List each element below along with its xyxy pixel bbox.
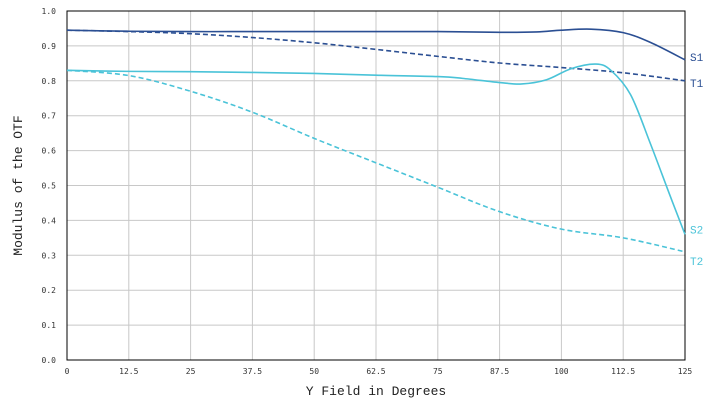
series-line-s2	[66, 63, 686, 235]
series-group	[66, 28, 686, 253]
series-line-t2	[66, 69, 686, 253]
series-label-t1: T1	[690, 79, 704, 91]
series-line-s1	[66, 28, 686, 61]
series-line-t1	[66, 29, 686, 82]
y-tick-label: 1.0	[42, 7, 57, 16]
x-tick-label: 62.5	[366, 367, 385, 376]
x-tick-label: 0	[65, 367, 70, 376]
y-tick-label: 0.0	[42, 356, 57, 365]
y-tick-label: 0.8	[42, 77, 57, 86]
x-tick-label: 112.5	[611, 367, 635, 376]
series-label-s1: S1	[690, 53, 704, 65]
y-tick-label: 0.9	[42, 42, 57, 51]
y-tick-label: 0.5	[42, 182, 57, 191]
y-tick-label: 0.7	[42, 112, 57, 121]
y-tick-label: 0.6	[42, 147, 57, 156]
x-tick-label: 25	[186, 367, 196, 376]
y-tick-label: 0.3	[42, 251, 57, 260]
plot-frame	[66, 10, 686, 361]
x-tick-label: 75	[433, 367, 443, 376]
x-tick-label: 12.5	[119, 367, 138, 376]
axis-ticks: 0 12.5 25 37.5 50 62.5 75 87.5 100 112.5 125 0.0 0.1…	[42, 7, 693, 376]
y-tick-label: 0.1	[42, 321, 57, 330]
y-tick-label: 0.4	[42, 216, 57, 225]
series-label-t2: T2	[690, 257, 703, 269]
x-tick-label: 37.5	[243, 367, 262, 376]
series-labels: S1 T1 S2 T2	[690, 53, 704, 269]
x-tick-label: 100	[554, 367, 569, 376]
x-tick-label: 50	[309, 367, 319, 376]
y-tick-label: 0.2	[42, 286, 57, 295]
series-label-s2: S2	[690, 225, 703, 237]
x-tick-label: 125	[678, 367, 693, 376]
x-tick-label: 87.5	[490, 367, 509, 376]
y-axis-title: Modulus of the OTF	[11, 115, 26, 255]
x-axis-title: Y Field in Degrees	[306, 384, 446, 399]
